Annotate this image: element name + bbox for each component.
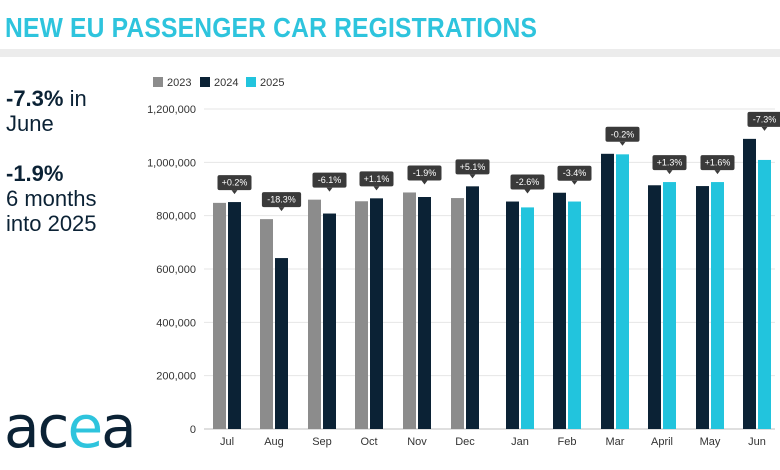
bar-2024 [743,138,756,429]
x-tick-label: Mar [606,436,625,448]
change-label: -18.3% [267,195,296,205]
change-badge-pointer [373,186,380,191]
legend-label-2024: 2024 [214,77,238,89]
change-badge-pointer [278,207,285,212]
y-tick-label: 400,000 [156,317,196,329]
bar-2023 [451,198,464,429]
change-label: +1.3% [657,158,683,168]
change-badge-pointer [571,180,578,185]
change-badge [407,165,442,181]
change-badge [359,171,394,187]
bar-2025 [616,154,629,430]
change-label: +5.1% [460,162,486,172]
change-badge-pointer [421,180,428,185]
change-badge-pointer [524,189,531,194]
stat-six-months-value: -1.9% [6,161,64,186]
x-tick-label: April [651,436,673,448]
bar-2023 [308,199,321,429]
legend-swatch-2024 [200,77,210,87]
x-tick-label: Oct [360,436,377,448]
stat-six-months-text-a: 6 months [6,186,97,211]
bar-2024 [466,186,479,429]
change-label: -2.6% [516,177,540,187]
y-tick-label: 0 [190,424,196,436]
stat-june-text-b: June [6,111,54,136]
legend-swatch-2025 [246,77,256,87]
bar-2024 [601,153,614,430]
change-badge-pointer [619,141,626,146]
change-badge [312,172,347,188]
y-tick-label: 800,000 [156,211,196,223]
change-badge [455,159,490,175]
change-label: -6.1% [318,175,342,185]
x-tick-label: Aug [264,436,284,448]
legend-label-2023: 2023 [167,77,191,89]
bar-2024 [228,202,241,429]
change-badge-pointer [666,170,673,175]
acea-logo: acea [4,393,137,461]
change-badge [605,126,640,142]
change-badge-pointer [714,170,721,175]
change-label: +1.1% [364,174,390,184]
change-badge-pointer [469,174,476,179]
x-tick-label: Jan [511,436,529,448]
x-tick-label: Jul [220,436,234,448]
change-badge [510,174,545,190]
legend-swatch-2023 [153,77,163,87]
x-tick-label: Jun [748,436,766,448]
y-tick-label: 1,200,000 [147,104,196,116]
y-tick-label: 600,000 [156,264,196,276]
change-badge [700,155,735,171]
change-label: -7.3% [753,114,777,124]
change-badge-pointer [761,126,768,131]
page-title: NEW EU PASSENGER CAR REGISTRATIONS [5,12,538,43]
change-badge [652,155,687,171]
change-badge [261,192,302,208]
change-badge [217,175,252,191]
x-tick-label: Nov [407,436,427,448]
change-badge [747,111,780,127]
change-badge-pointer [326,187,333,192]
stat-six-months: -1.9% 6 months into 2025 [6,161,126,236]
y-tick-label: 1,000,000 [147,157,196,169]
x-tick-label: Feb [558,436,577,448]
x-tick-label: Sep [312,436,332,448]
change-label: -3.4% [563,168,587,178]
change-label: +0.2% [222,178,248,188]
stat-six-months-text-b: into 2025 [6,211,97,236]
bar-2023 [213,202,226,429]
change-badge [557,165,592,181]
change-label: -0.2% [611,129,635,139]
change-label: -1.9% [413,168,437,178]
y-tick-label: 200,000 [156,371,196,383]
bar-2024 [553,192,566,429]
bar-2025 [663,182,676,429]
legend-label-2025: 2025 [260,77,284,89]
title-divider [0,49,780,57]
bar-2024 [418,197,431,429]
stat-june: -7.3% in June [6,86,126,136]
stat-june-value: -7.3% [6,86,64,111]
bar-2024 [323,213,336,429]
bar-2025 [758,159,771,429]
x-tick-label: Dec [455,436,475,448]
bar-2024 [370,198,383,429]
bar-2025 [711,182,724,429]
bar-2023 [355,201,368,429]
bar-2025 [521,207,534,429]
bar-2024 [696,186,709,429]
bar-2023 [403,192,416,429]
bar-2025 [568,201,581,429]
bar-2024 [648,185,661,429]
bar-2024 [506,201,519,429]
bar-2023 [260,219,273,429]
change-badge-pointer [231,190,238,195]
stat-june-text-a: in [63,86,87,111]
x-tick-label: May [700,436,721,448]
change-label: +1.6% [705,158,731,168]
bar-2024 [275,258,288,429]
